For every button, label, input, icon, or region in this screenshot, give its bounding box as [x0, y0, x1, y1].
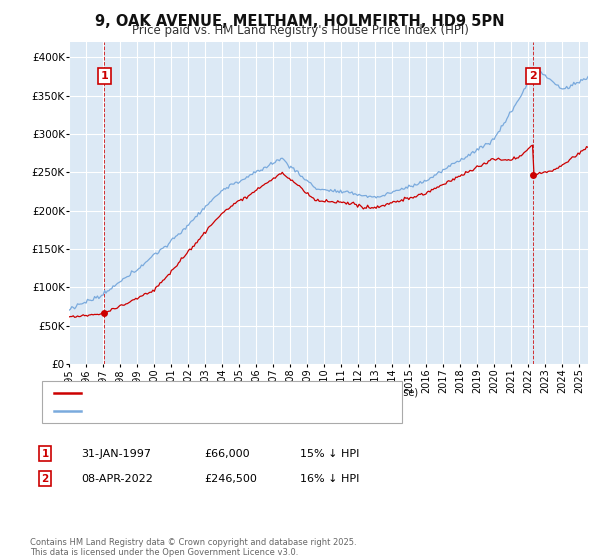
Text: 9, OAK AVENUE, MELTHAM, HOLMFIRTH, HD9 5PN (detached house): 9, OAK AVENUE, MELTHAM, HOLMFIRTH, HD9 5…	[87, 388, 418, 398]
Text: £66,000: £66,000	[204, 449, 250, 459]
Text: Contains HM Land Registry data © Crown copyright and database right 2025.
This d: Contains HM Land Registry data © Crown c…	[30, 538, 356, 557]
Text: 2: 2	[529, 71, 537, 81]
Text: £246,500: £246,500	[204, 474, 257, 484]
Text: 08-APR-2022: 08-APR-2022	[81, 474, 153, 484]
Text: 2: 2	[41, 474, 49, 484]
Text: 31-JAN-1997: 31-JAN-1997	[81, 449, 151, 459]
Text: 1: 1	[101, 71, 108, 81]
Text: 15% ↓ HPI: 15% ↓ HPI	[300, 449, 359, 459]
Text: 16% ↓ HPI: 16% ↓ HPI	[300, 474, 359, 484]
Text: 9, OAK AVENUE, MELTHAM, HOLMFIRTH, HD9 5PN: 9, OAK AVENUE, MELTHAM, HOLMFIRTH, HD9 5…	[95, 14, 505, 29]
Text: HPI: Average price, detached house, Kirklees: HPI: Average price, detached house, Kirk…	[87, 406, 307, 416]
Text: Price paid vs. HM Land Registry's House Price Index (HPI): Price paid vs. HM Land Registry's House …	[131, 24, 469, 37]
Text: 1: 1	[41, 449, 49, 459]
